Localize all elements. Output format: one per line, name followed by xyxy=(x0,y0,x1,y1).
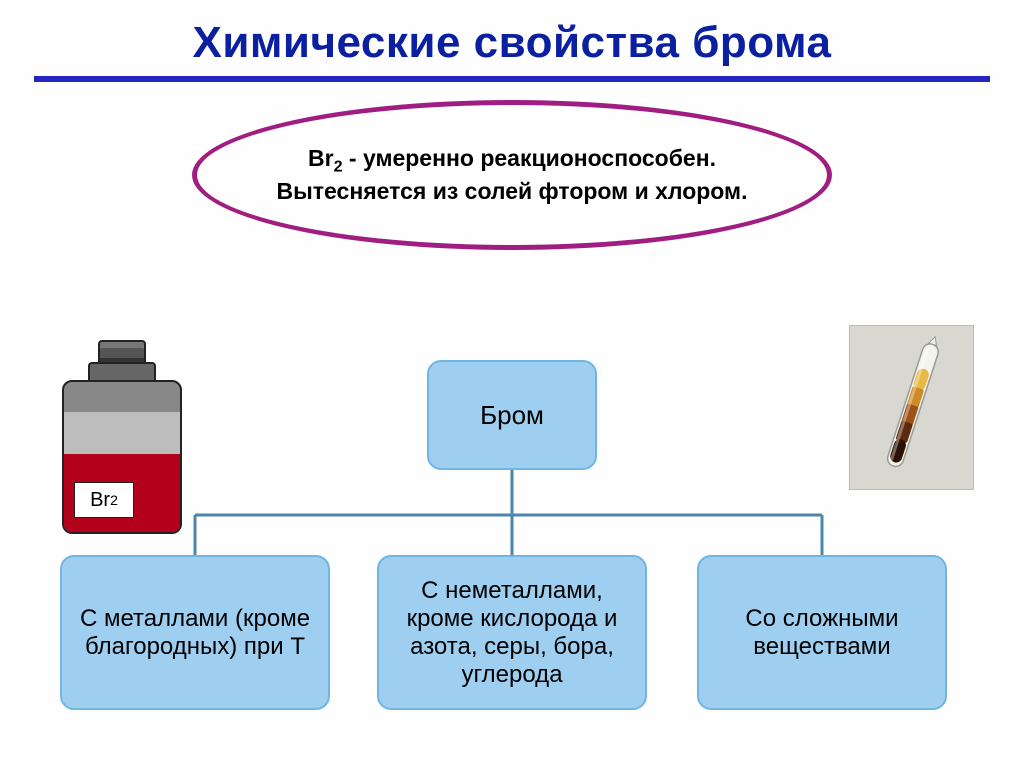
tree-leaf-nonmetals: С неметаллами, кроме кислорода и азота, … xyxy=(377,555,647,710)
tree-leaf-complex: Со сложными веществами xyxy=(697,555,947,710)
tree-leaf-metals: С металлами (кроме благородных) при Т xyxy=(60,555,330,710)
tree-root-node: Бром xyxy=(427,360,597,470)
properties-tree: Бром С металлами (кроме благородных) при… xyxy=(0,330,1024,740)
title-divider xyxy=(34,76,990,82)
summary-text: Br2 - умеренно реакционоспособен. Вытесн… xyxy=(227,144,798,205)
summary-ellipse: Br2 - умеренно реакционоспособен. Вытесн… xyxy=(192,100,832,250)
page-title: Химические свойства брома xyxy=(0,0,1024,68)
